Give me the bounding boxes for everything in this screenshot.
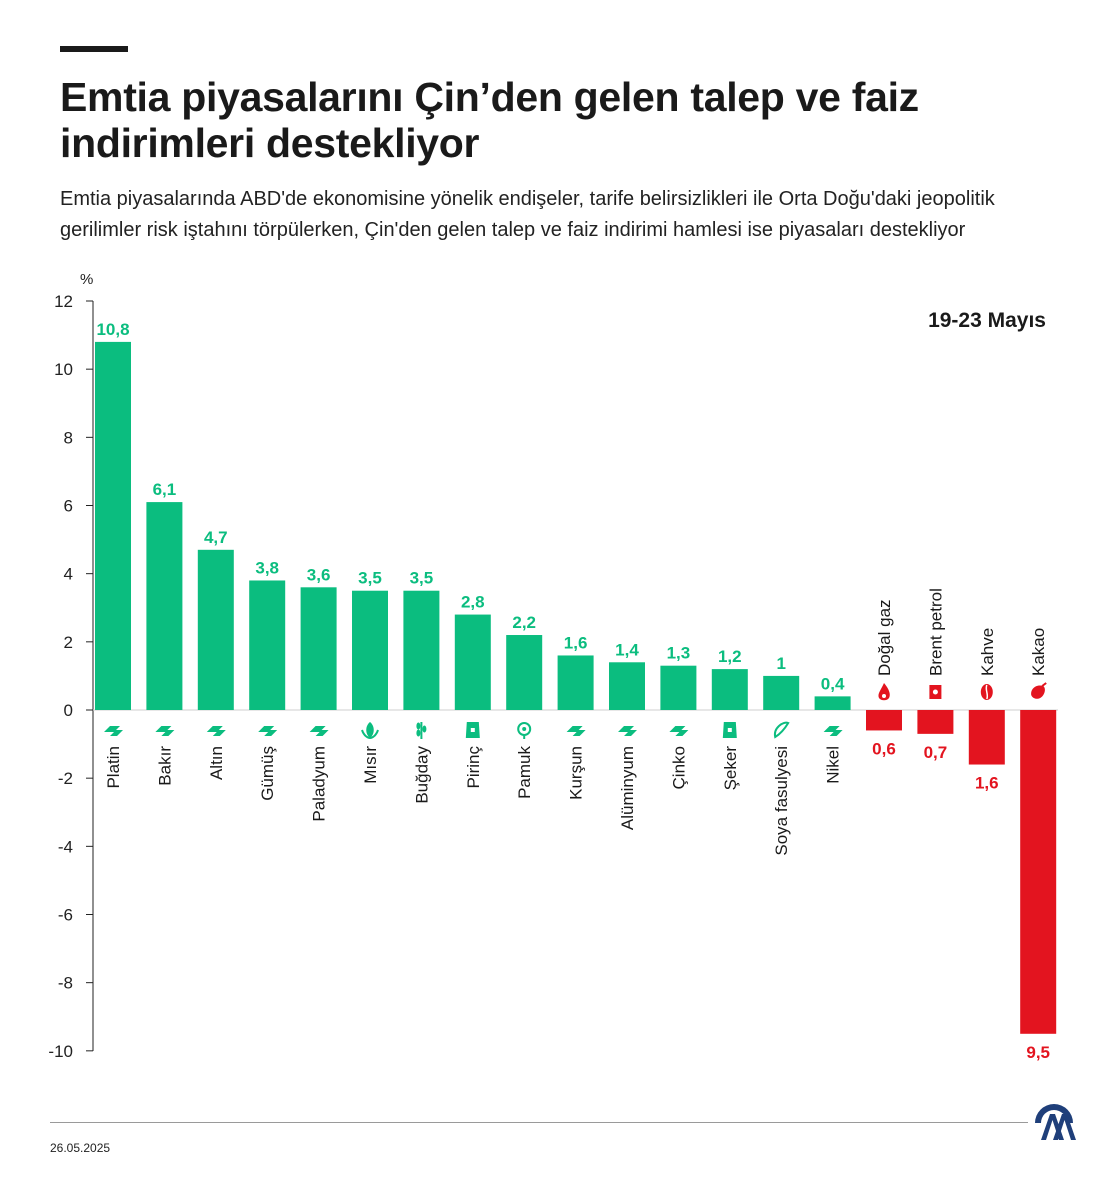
metal-bars-icon <box>823 726 843 736</box>
data-label: 6,1 <box>153 480 177 499</box>
page-subtitle: Emtia piyasalarında ABD'de ekonomisine y… <box>60 188 995 241</box>
title-accent-line <box>60 46 128 52</box>
data-label: 1 <box>776 654 785 673</box>
y-tick-label: 8 <box>64 428 73 447</box>
metal-bars-icon <box>258 726 278 736</box>
wheat-icon <box>416 722 427 739</box>
bar <box>249 580 286 710</box>
data-label: 4,7 <box>204 528 228 547</box>
agency-logo-icon <box>1035 1104 1076 1140</box>
bar <box>814 696 851 710</box>
category-label: Bakır <box>155 746 174 786</box>
data-label: 0,6 <box>872 739 896 758</box>
metal-bars-icon <box>669 726 689 736</box>
bar <box>506 635 543 710</box>
metal-bars-icon <box>309 726 329 736</box>
y-axis-unit: % <box>80 271 93 288</box>
data-label: 3,5 <box>410 569 434 588</box>
y-tick-label: 6 <box>64 497 73 516</box>
data-label: 2,2 <box>512 613 536 632</box>
y-tick-label: -8 <box>58 974 73 993</box>
metal-bars-icon <box>618 726 637 736</box>
bar <box>660 665 697 710</box>
category-label: Soya fasulyesi <box>772 746 791 856</box>
bar <box>711 669 748 710</box>
bar <box>609 662 645 710</box>
category-label: Gümüş <box>258 746 277 801</box>
metal-bars-icon <box>206 726 226 736</box>
bar <box>866 710 902 731</box>
data-label: 2,8 <box>461 593 485 612</box>
bar <box>146 502 183 710</box>
y-tick-label: 2 <box>64 633 73 652</box>
coffee-bean-icon <box>980 684 993 700</box>
y-tick-label: -4 <box>58 837 73 856</box>
bar <box>1020 710 1057 1034</box>
data-label: 1,2 <box>718 647 742 666</box>
category-label: Şeker <box>721 746 740 791</box>
data-label: 1,6 <box>975 774 999 793</box>
category-label: Platin <box>104 746 123 789</box>
y-tick-label: -10 <box>48 1042 73 1061</box>
data-label: 1,3 <box>667 644 691 663</box>
bar <box>197 549 234 710</box>
bar <box>968 710 1005 765</box>
category-label: Alüminyum <box>618 746 637 830</box>
category-label: Doğal gaz <box>875 599 894 676</box>
data-label: 3,5 <box>358 569 382 588</box>
publish-date: 26.05.2025 <box>50 1141 111 1155</box>
metal-bars-icon <box>155 726 175 736</box>
rice-sack-icon <box>465 722 480 738</box>
category-label: Buğday <box>412 746 431 804</box>
bar <box>352 590 388 710</box>
footer-divider <box>50 1122 1028 1123</box>
category-label: Kurşun <box>567 746 586 800</box>
page-title: Emtia piyasalarını Çin’den gelen talep v… <box>60 74 919 166</box>
oil-barrel-icon <box>929 685 942 699</box>
period-label: 19-23 Mayıs <box>928 309 1046 332</box>
data-label: 0,7 <box>924 743 948 762</box>
sugar-sack-icon <box>722 722 737 738</box>
metal-bars-icon <box>104 726 123 736</box>
category-label: Paladyum <box>310 746 329 822</box>
category-label: Brent petrol <box>926 588 945 676</box>
bar <box>557 655 594 710</box>
category-label: Altın <box>207 746 226 780</box>
y-tick-label: 10 <box>54 360 73 379</box>
category-label: Çinko <box>669 746 688 789</box>
category-label: Kakao <box>1029 628 1048 676</box>
metal-bars-icon <box>566 726 586 736</box>
cocoa-pod-icon <box>1031 682 1047 699</box>
bar <box>300 587 337 710</box>
category-label: Pamuk <box>515 746 534 799</box>
soybean-icon <box>773 721 790 739</box>
corn-icon <box>361 722 379 740</box>
bar <box>917 710 954 734</box>
y-tick-label: 0 <box>64 701 73 720</box>
data-label: 0,4 <box>821 674 845 693</box>
category-label: Pirinç <box>464 746 483 789</box>
y-tick-label: 4 <box>64 565 73 584</box>
cotton-icon <box>517 722 532 739</box>
category-label: Mısır <box>361 746 380 784</box>
data-label: 10,8 <box>96 320 129 339</box>
category-label: Nikel <box>824 746 843 784</box>
bar <box>95 341 131 710</box>
y-tick-label: 12 <box>54 292 73 311</box>
flame-icon <box>878 683 890 701</box>
data-label: 3,8 <box>255 558 279 577</box>
bar <box>454 614 491 710</box>
bar <box>403 590 440 710</box>
category-label: Kahve <box>978 628 997 676</box>
data-label: 1,6 <box>564 633 588 652</box>
data-label: 9,5 <box>1026 1043 1050 1062</box>
data-label: 1,4 <box>615 640 639 659</box>
data-label: 3,6 <box>307 565 331 584</box>
y-tick-label: -6 <box>58 906 73 925</box>
bar <box>763 675 800 710</box>
y-tick-label: -2 <box>58 769 73 788</box>
